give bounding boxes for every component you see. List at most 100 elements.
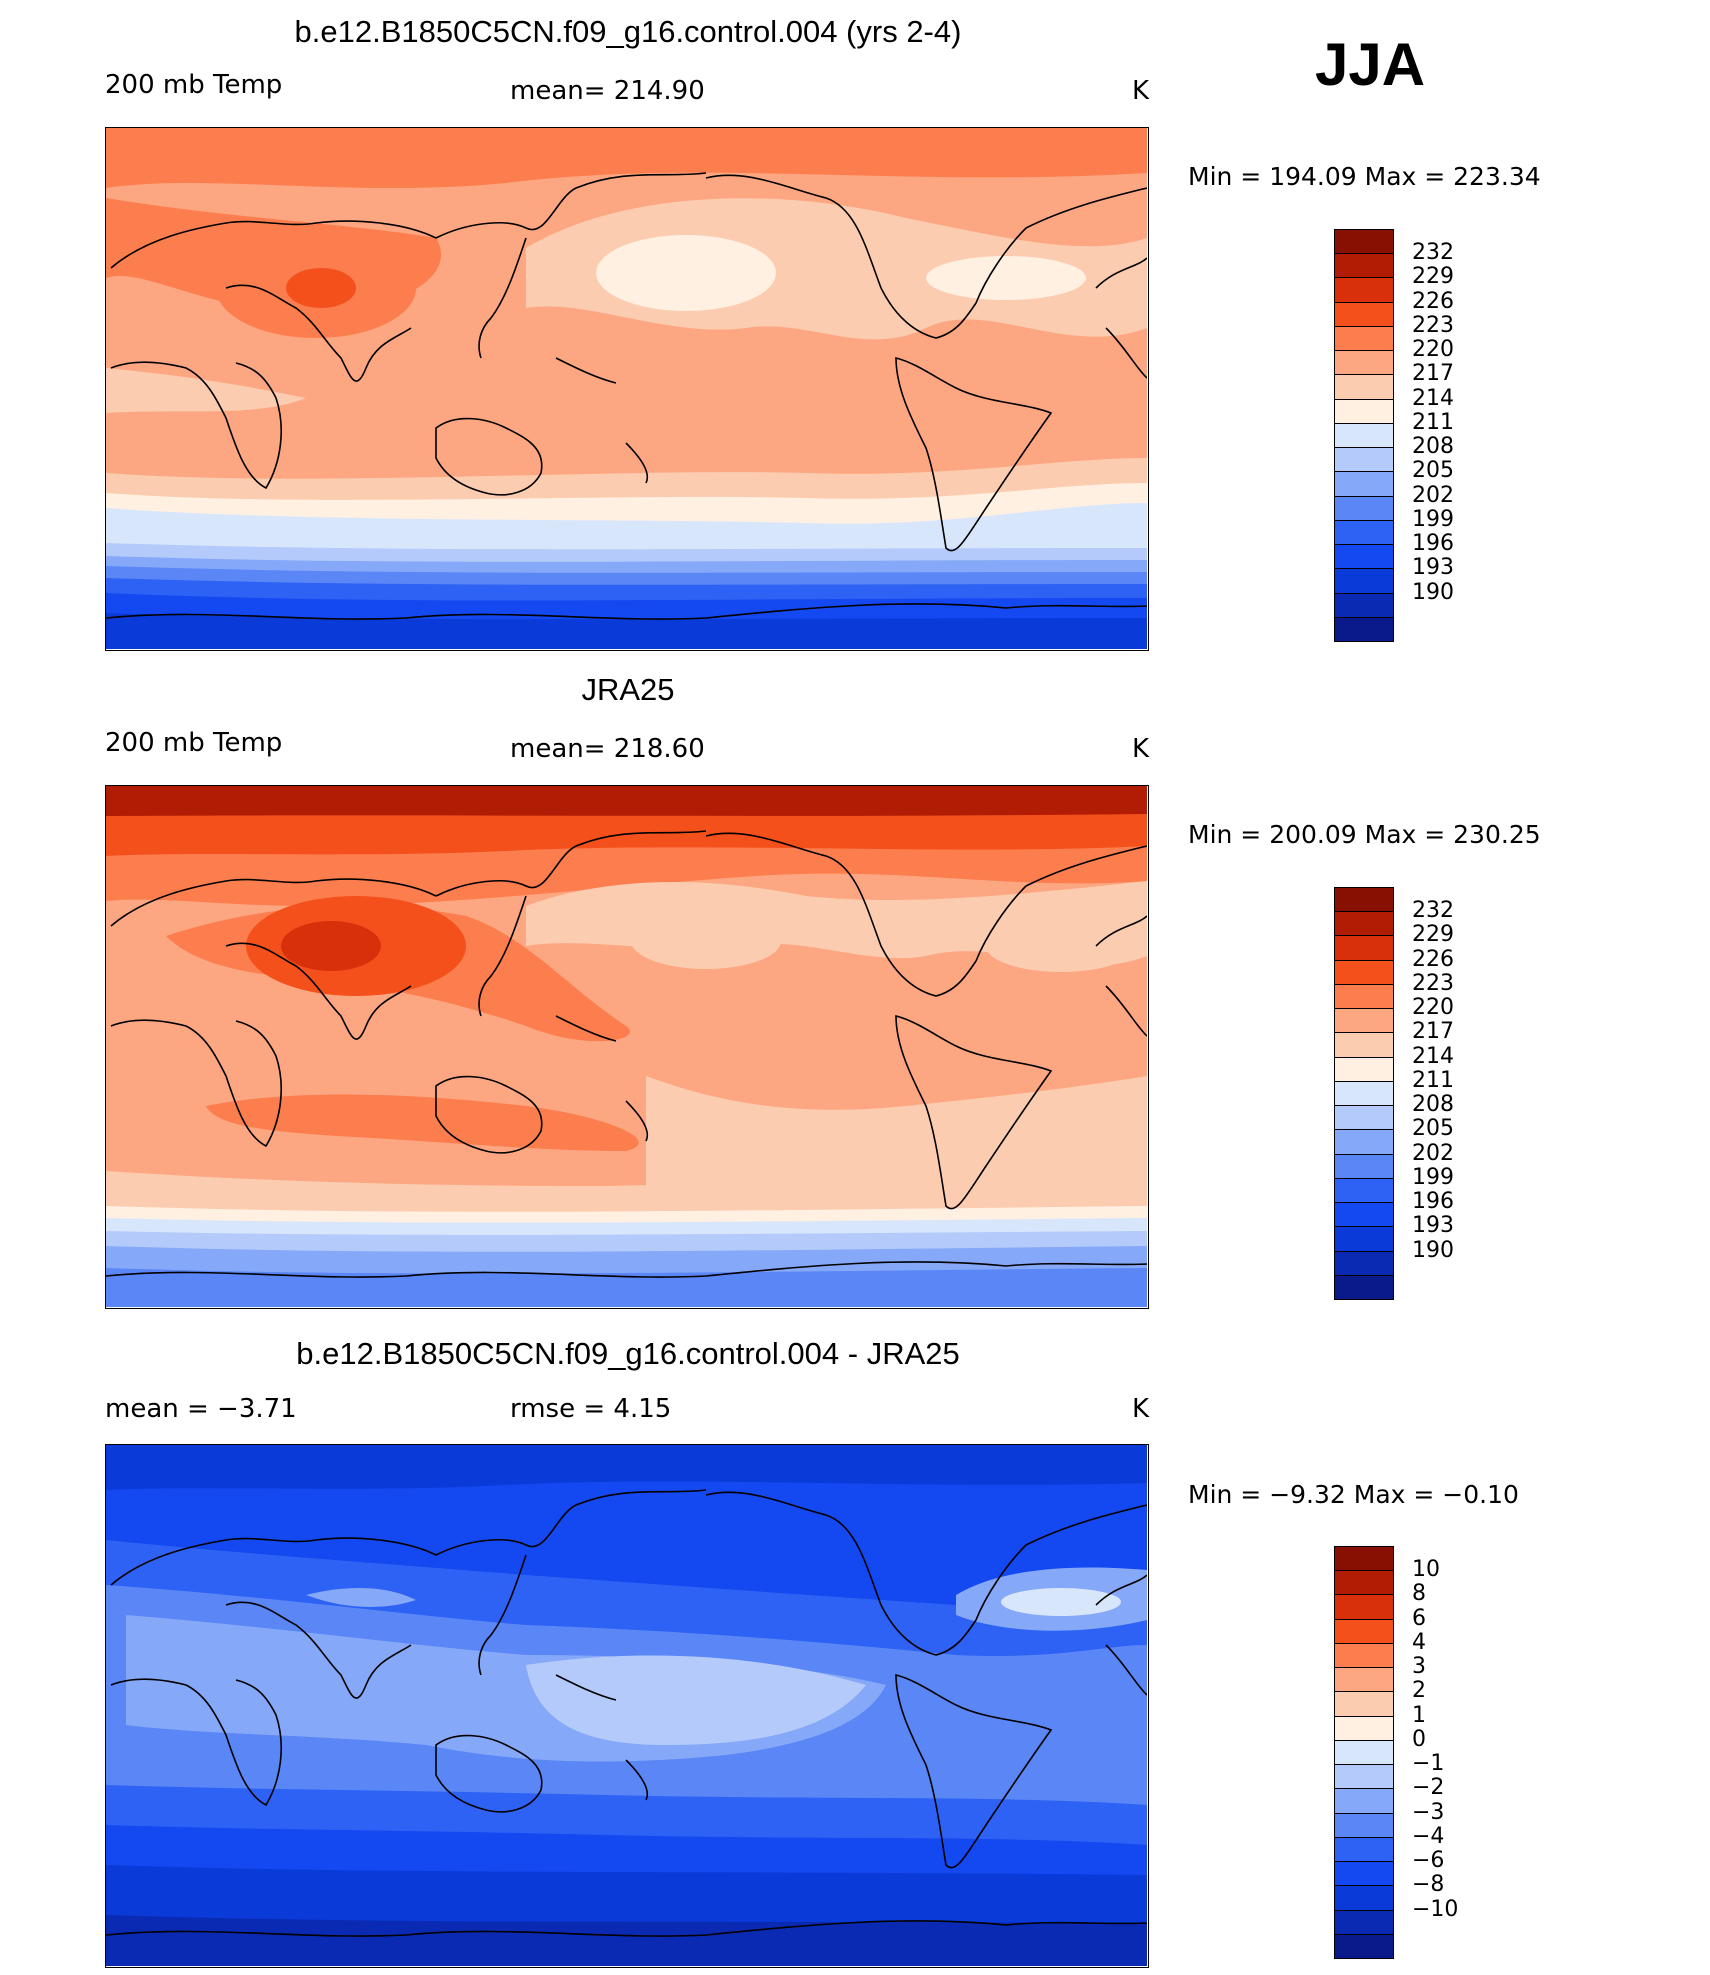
colorbar-tick-label: 232 [1412, 898, 1454, 924]
colorbar-tick-label: 199 [1412, 506, 1454, 532]
panel2-colorbar: 232 229 226 223 220 217 214 211 208 205 202 199 196 1… [1334, 887, 1454, 1300]
panel3-rmse-label: rmse = 4.15 [510, 1394, 672, 1424]
colorbar-swatch [1334, 1153, 1394, 1179]
colorbar-swatch [1334, 1570, 1394, 1596]
colorbar-swatch [1334, 519, 1394, 546]
colorbar-tick-label: 229 [1412, 264, 1454, 290]
season-label: JJA [1315, 31, 1426, 98]
coastlines [106, 830, 1147, 1278]
colorbar-swatch [1334, 1594, 1394, 1620]
colorbar-swatch [1334, 568, 1394, 594]
panel2-title: JRA25 [581, 672, 675, 707]
colorbar-swatch [1334, 1667, 1394, 1693]
colorbar-swatch [1334, 1274, 1394, 1300]
colorbar-tick-label: 205 [1412, 1116, 1454, 1142]
colorbar-tick-label: −8 [1412, 1872, 1445, 1898]
colorbar-swatch [1334, 1008, 1394, 1034]
colorbar-tick-label: 214 [1412, 385, 1454, 411]
colorbar-tick-label: 202 [1412, 1140, 1454, 1166]
colorbar-tick-label: 214 [1412, 1043, 1454, 1069]
panel2-mean-label: mean= 218.60 [510, 734, 705, 764]
colorbar-tick-label: 1 [1412, 1702, 1426, 1728]
colorbar-swatch [1334, 1032, 1394, 1058]
panel3-colorbar: 10 8 6 4 3 2 1 0 −1 −2 −3 −4 −6 −8 −10 [1334, 1546, 1458, 1959]
colorbar-tick-label: 190 [1412, 1237, 1454, 1263]
colorbar-swatch [1334, 1812, 1394, 1838]
colorbar-tick-label: 202 [1412, 482, 1454, 508]
colorbar-tick-label: −3 [1412, 1799, 1445, 1825]
panel1-variable-label: 200 mb Temp [105, 70, 283, 100]
colorbar-tick-label: −10 [1412, 1896, 1459, 1922]
colorbar-tick-label: −2 [1412, 1775, 1445, 1801]
colorbar-tick-label: 208 [1412, 1092, 1454, 1118]
colorbar-tick-label: 193 [1412, 1213, 1454, 1239]
colorbar-tick-label: 199 [1412, 1164, 1454, 1190]
colorbar-tick-label: 4 [1412, 1629, 1426, 1655]
colorbar-swatch [1334, 1691, 1394, 1717]
colorbar-swatch [1334, 1177, 1394, 1204]
colorbar-swatch [1334, 983, 1394, 1010]
panel1-units-label: K [1132, 76, 1150, 106]
panel1-colorbar: 232 229 226 223 220 217 214 211 208 205 202 199 196 1… [1334, 229, 1454, 642]
colorbar-tick-label: 217 [1412, 361, 1454, 387]
colorbar-tick-label: 226 [1412, 288, 1454, 314]
colorbar-swatch [1334, 1618, 1394, 1644]
panel2-variable-label: 200 mb Temp [105, 728, 283, 758]
colorbar-tick-label: 211 [1412, 409, 1454, 435]
colorbar-swatch [1334, 1836, 1394, 1863]
panel1-minmax: Min = 194.09 Max = 223.34 [1188, 162, 1541, 191]
colorbar-swatch [1334, 301, 1394, 327]
colorbar-tick-label: 226 [1412, 946, 1454, 972]
colorbar-swatch [1334, 1909, 1394, 1935]
panel1-title: b.e12.B1850C5CN.f09_g16.control.004 (yrs… [294, 14, 962, 49]
colorbar-tick-label: 8 [1412, 1581, 1426, 1607]
panel3-minmax: Min = −9.32 Max = −0.10 [1188, 1480, 1519, 1509]
panel3-units-label: K [1132, 1394, 1150, 1424]
panel3-mean-label: mean = −3.71 [105, 1394, 297, 1424]
colorbar-tick-label: 217 [1412, 1019, 1454, 1045]
colorbar-swatch [1334, 544, 1394, 570]
colorbar-tick-label: 3 [1412, 1654, 1426, 1680]
colorbar-tick-label: 220 [1412, 995, 1454, 1021]
colorbar-tick-label: 196 [1412, 531, 1454, 557]
colorbar-swatch [1334, 1739, 1394, 1766]
panel1-contour-field [106, 128, 1147, 649]
panel3-map [105, 1444, 1149, 1968]
panel1-map [105, 127, 1149, 651]
colorbar-tick-label: 2 [1412, 1678, 1426, 1704]
colorbar-swatch [1334, 1885, 1394, 1911]
colorbar-swatch [1334, 1250, 1394, 1276]
colorbar-swatch [1334, 935, 1394, 961]
colorbar-swatch [1334, 253, 1394, 279]
colorbar-swatch [1334, 1202, 1394, 1228]
colorbar-swatch [1334, 1642, 1394, 1669]
colorbar-swatch [1334, 398, 1394, 424]
colorbar-swatch [1334, 277, 1394, 303]
colorbar-tick-label: 211 [1412, 1067, 1454, 1093]
coastlines [106, 172, 1147, 620]
colorbar-tick-label: 232 [1412, 240, 1454, 266]
panel3-title: b.e12.B1850C5CN.f09_g16.control.004 - JR… [296, 1336, 960, 1371]
colorbar-swatch [1334, 1715, 1394, 1741]
colorbar-swatch [1334, 350, 1394, 376]
colorbar-swatch [1334, 1546, 1394, 1572]
colorbar-swatch [1334, 1933, 1394, 1959]
coastlines [106, 1489, 1147, 1937]
colorbar-tick-label: −6 [1412, 1848, 1445, 1874]
panel2-minmax: Min = 200.09 Max = 230.25 [1188, 820, 1541, 849]
colorbar-tick-label: 193 [1412, 555, 1454, 581]
colorbar-tick-label: 223 [1412, 970, 1454, 996]
colorbar-swatch [1334, 887, 1394, 913]
panel2-map [105, 785, 1149, 1309]
colorbar-swatch [1334, 325, 1394, 352]
panel2-units-label: K [1132, 734, 1150, 764]
colorbar-swatch [1334, 229, 1394, 255]
colorbar-swatch [1334, 959, 1394, 985]
colorbar-tick-label: 0 [1412, 1726, 1426, 1752]
colorbar-tick-label: 223 [1412, 312, 1454, 338]
colorbar-swatch [1334, 1226, 1394, 1252]
colorbar-tick-label: 190 [1412, 579, 1454, 605]
colorbar-swatch [1334, 616, 1394, 642]
colorbar-swatch [1334, 374, 1394, 400]
panel3-contour-field [106, 1445, 1147, 1966]
